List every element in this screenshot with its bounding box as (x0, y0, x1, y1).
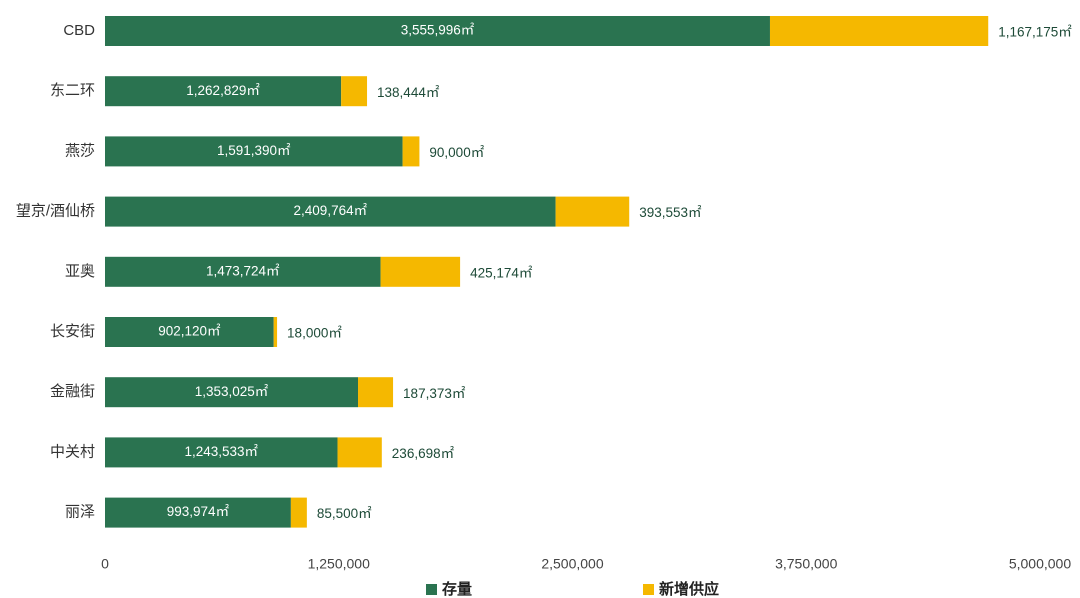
y-tick-label: 长安街 (50, 323, 95, 340)
x-tick-label: 0 (101, 556, 109, 572)
value-label: 90,000㎡ (429, 145, 484, 160)
bar-segment (105, 497, 291, 528)
y-tick-label: 丽泽 (65, 504, 95, 521)
bar-segment (337, 437, 382, 468)
y-tick-label: 金融街 (50, 383, 95, 400)
value-label: 1,167,175㎡ (998, 25, 1072, 40)
y-tick-label: 中关村 (50, 443, 95, 460)
legend-swatch (426, 584, 437, 595)
x-tick-label: 5,000,000 (1009, 556, 1071, 572)
bar-segment (105, 437, 338, 468)
value-label: 187,373㎡ (403, 386, 466, 401)
value-label: 393,553㎡ (639, 205, 702, 220)
bar-segment (105, 377, 359, 408)
bar-segment (273, 317, 278, 347)
bar-segment (769, 16, 989, 46)
bar-segment (105, 76, 342, 107)
y-tick-label: 亚奥 (65, 263, 95, 280)
bar-segment (105, 256, 381, 287)
bar-segment (380, 256, 461, 287)
value-label: 2,409,764㎡ (294, 203, 368, 218)
x-tick-label: 2,500,000 (541, 556, 603, 572)
value-label: 1,473,724㎡ (206, 263, 280, 278)
value-label: 1,243,533㎡ (184, 444, 258, 459)
bar-segment (105, 317, 274, 347)
value-label: 236,698㎡ (392, 446, 455, 461)
bar-segment (105, 196, 556, 227)
bar-segment (105, 136, 403, 167)
value-label: 1,262,829㎡ (186, 83, 260, 98)
bar-segment (105, 16, 770, 46)
legend-label: 新增供应 (659, 580, 719, 598)
bar-segment (402, 136, 420, 167)
value-label: 902,120㎡ (158, 324, 221, 339)
bar-segment (290, 497, 307, 528)
value-label: 993,974㎡ (167, 504, 230, 519)
value-label: 138,444㎡ (377, 85, 440, 100)
y-tick-label: CBD (63, 22, 95, 39)
y-tick-label: 燕莎 (65, 142, 95, 159)
legend-label: 存量 (442, 580, 472, 598)
bar-segment (341, 76, 368, 107)
value-label: 3,555,996㎡ (401, 23, 475, 38)
value-label: 1,591,390㎡ (217, 143, 291, 158)
value-label: 1,353,025㎡ (195, 384, 269, 399)
legend-swatch (643, 584, 654, 595)
value-label: 425,174㎡ (470, 265, 533, 280)
value-label: 85,500㎡ (317, 506, 372, 521)
value-label: 18,000㎡ (287, 326, 342, 341)
x-tick-label: 3,750,000 (775, 556, 837, 572)
bar-segment (555, 196, 630, 227)
y-tick-label: 东二环 (50, 82, 95, 99)
bar-segment (358, 377, 394, 408)
x-tick-label: 1,250,000 (308, 556, 370, 572)
y-tick-label: 望京/酒仙桥 (16, 203, 95, 220)
